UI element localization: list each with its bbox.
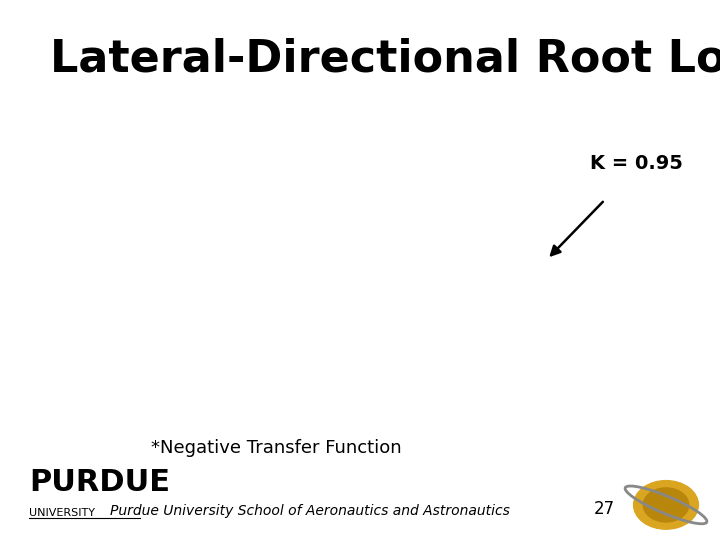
Text: PURDUE: PURDUE: [29, 468, 170, 497]
Circle shape: [644, 488, 688, 522]
Text: *Negative Transfer Function: *Negative Transfer Function: [151, 439, 402, 457]
Text: UNIVERSITY: UNIVERSITY: [29, 508, 95, 518]
Text: Purdue University School of Aeronautics and Astronautics: Purdue University School of Aeronautics …: [109, 504, 510, 518]
Text: K = 0.95: K = 0.95: [590, 154, 683, 173]
Text: 27: 27: [594, 501, 616, 518]
Text: Lateral-Directional Root Locus: Lateral-Directional Root Locus: [50, 38, 720, 81]
Circle shape: [634, 481, 698, 529]
